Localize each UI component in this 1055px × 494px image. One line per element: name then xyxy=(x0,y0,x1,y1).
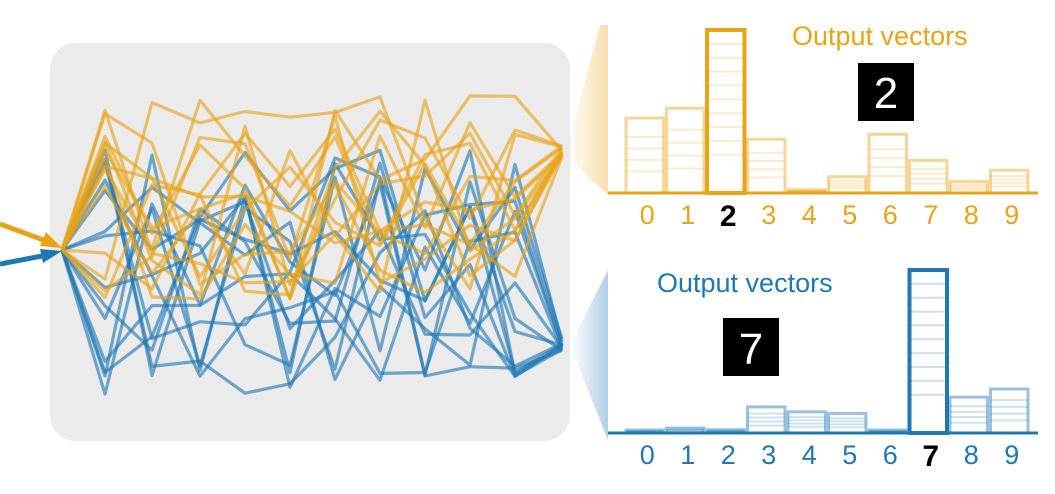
class-label-6: 6 xyxy=(882,440,898,470)
activation-path xyxy=(60,121,564,301)
activation-path xyxy=(60,131,564,276)
class-label-3: 3 xyxy=(761,200,777,230)
svg-text:2: 2 xyxy=(874,69,898,118)
activation-path xyxy=(60,94,564,301)
top-output-bars xyxy=(624,28,1030,195)
svg-text:7: 7 xyxy=(739,325,763,374)
bar-5 xyxy=(827,411,868,435)
orange-input-arrow xyxy=(0,221,62,248)
digit-7-image: 7 xyxy=(723,318,779,376)
class-label-2: 2 xyxy=(720,440,736,470)
bar-0 xyxy=(624,116,665,195)
activation-path xyxy=(60,98,564,294)
bar-6 xyxy=(867,132,908,195)
orange-activation-paths xyxy=(60,94,564,301)
class-label-0: 0 xyxy=(639,440,655,470)
bar-9 xyxy=(989,168,1030,195)
class-label-9: 9 xyxy=(1004,440,1020,470)
class-label-3: 3 xyxy=(761,440,777,470)
bar-9 xyxy=(989,387,1030,435)
class-label-8: 8 xyxy=(963,200,979,230)
class-label-5: 5 xyxy=(842,200,858,230)
activation-path xyxy=(60,109,564,300)
class-label-8: 8 xyxy=(963,440,979,470)
activation-path xyxy=(61,127,564,291)
class-label-5: 5 xyxy=(842,440,858,470)
bar-3 xyxy=(746,137,787,195)
bar-1 xyxy=(665,106,706,195)
class-label-7: 7 xyxy=(923,200,939,230)
class-label-2: 2 xyxy=(719,200,737,233)
class-label-9: 9 xyxy=(1004,200,1020,230)
activation-path xyxy=(61,95,563,291)
bottom-zoom-wedge xyxy=(570,270,608,440)
bar-3 xyxy=(746,405,787,435)
class-label-4: 4 xyxy=(801,440,817,470)
class-label-0: 0 xyxy=(639,200,655,230)
class-label-6: 6 xyxy=(882,200,898,230)
bar-2 xyxy=(705,28,747,195)
bar-4 xyxy=(786,410,827,435)
top-zoom-wedge xyxy=(565,25,608,195)
top-output-title: Output vectors xyxy=(792,21,968,51)
class-label-1: 1 xyxy=(680,200,696,230)
bar-8 xyxy=(948,395,989,435)
activation-path xyxy=(60,118,563,297)
activation-path xyxy=(60,157,563,395)
class-label-7: 7 xyxy=(922,440,940,473)
bar-7 xyxy=(908,158,949,195)
digit-2-image: 2 xyxy=(858,63,914,121)
class-label-4: 4 xyxy=(801,200,817,230)
activation-path xyxy=(60,112,564,294)
class-label-1: 1 xyxy=(680,440,696,470)
bar-7 xyxy=(907,268,949,435)
bottom-output-title: Output vectors xyxy=(657,268,833,298)
blue-input-arrow xyxy=(0,249,62,267)
activation-path xyxy=(60,98,564,251)
